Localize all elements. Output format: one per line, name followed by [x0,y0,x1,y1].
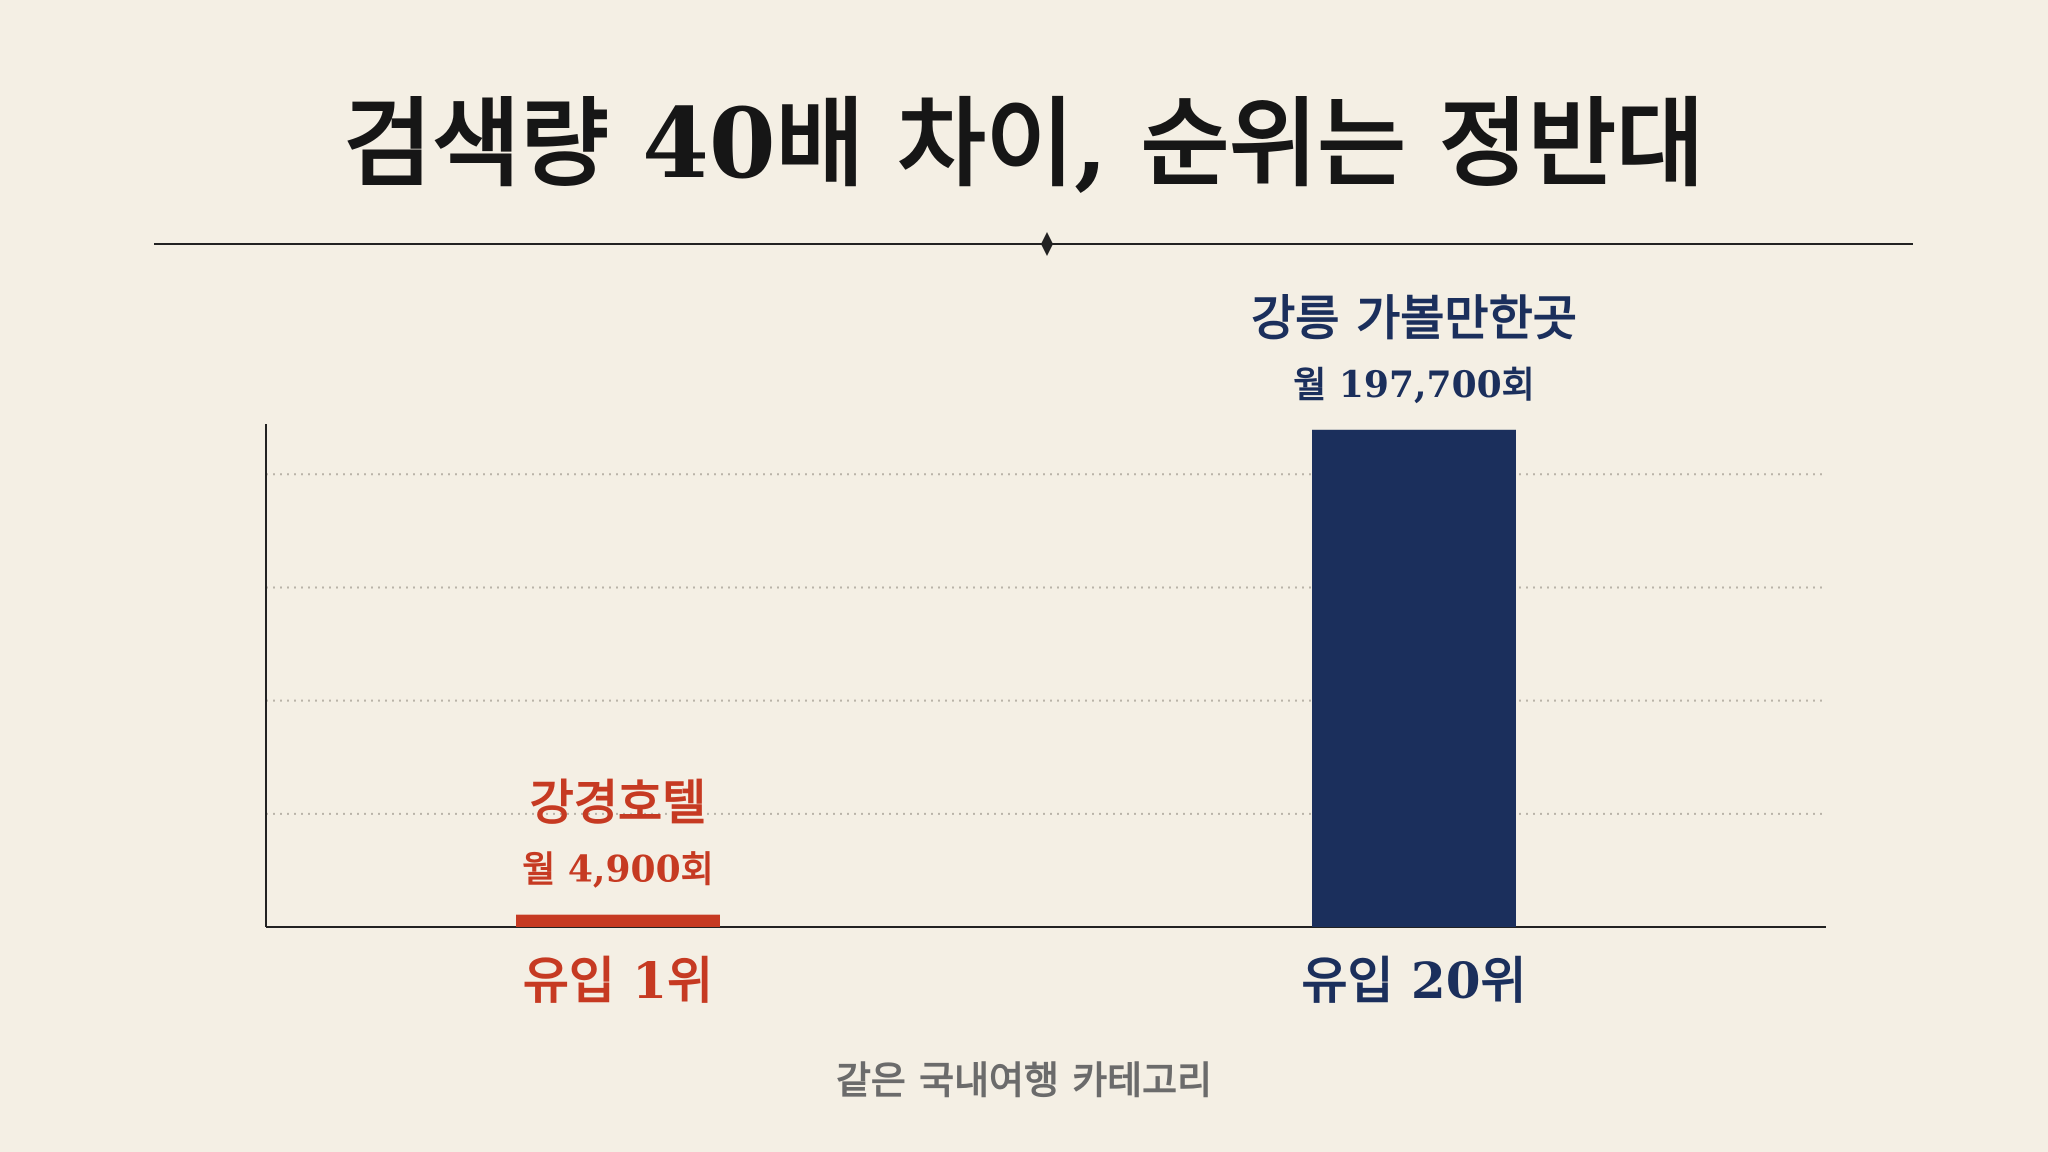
value-label: 월 4,900회 [522,849,714,891]
bar [1312,429,1516,927]
footnote: 같은 국내여행 카테고리 [836,1058,1212,1103]
chart-title: 검색량 40배 차이, 순위는 정반대 [344,87,1705,200]
bar-name: 강릉 가볼만한곳 [1251,290,1577,346]
value-label: 월 197,700회 [1293,364,1535,406]
divider-ornament [1041,232,1053,256]
bar-name: 강경호텔 [530,775,707,831]
x-tick-label: 유입 20위 [1302,951,1527,1010]
bar [516,914,720,927]
x-tick-label: 유입 1위 [523,951,713,1010]
